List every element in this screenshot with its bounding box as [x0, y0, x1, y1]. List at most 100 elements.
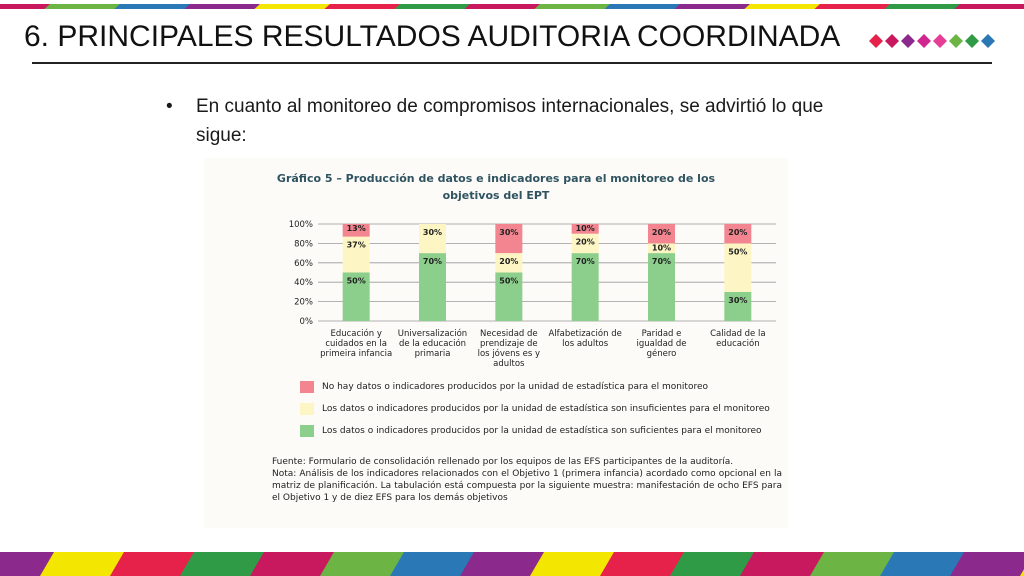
bar-data-label: 10% — [652, 243, 671, 252]
bar-data-label: 30% — [423, 228, 442, 237]
legend-swatch — [300, 403, 314, 415]
diamond-icon — [917, 34, 931, 48]
figure-title-line1: Gráfico 5 – Producción de datos e indica… — [276, 172, 716, 185]
x-category-label: género — [647, 348, 677, 359]
bar-data-label: 20% — [652, 228, 671, 237]
stripe-segment — [394, 4, 472, 9]
figure-source: Fuente: Formulario de consolidación rell… — [272, 457, 734, 467]
stripe-segment — [44, 4, 122, 9]
stripe-segment — [740, 552, 826, 576]
x-category-label: primeira infancia — [320, 349, 392, 359]
scanned-figure: Gráfico 5 – Producción de datos e indica… — [204, 158, 788, 528]
diamond-icon — [981, 34, 995, 48]
stripe-segment — [320, 552, 406, 576]
bar-data-label: 30% — [499, 228, 518, 237]
y-tick-label: 80% — [294, 239, 313, 249]
bullet-icon: • — [166, 96, 173, 117]
bar-segment — [724, 291, 752, 321]
x-category-label: igualdad de — [636, 339, 686, 349]
diamond-icon — [901, 34, 915, 48]
bar-data-label: 30% — [728, 296, 747, 305]
stripe-segment — [670, 552, 756, 576]
stripe-segment — [0, 552, 56, 576]
x-category-label: Paridad e — [642, 329, 682, 339]
x-category-label: Necesidad de — [480, 329, 538, 339]
slide-title: 6. PRINCIPALES RESULTADOS AUDITORIA COOR… — [24, 20, 841, 53]
bar-segment — [571, 233, 599, 254]
stripe-segment — [180, 552, 266, 576]
stripe-segment — [460, 552, 546, 576]
bar-data-label: 70% — [423, 257, 442, 266]
legend-item: No hay datos o indicadores producidos po… — [300, 380, 770, 396]
figure-title-line2: objetivos del EPT — [442, 189, 550, 202]
diamond-icon — [869, 34, 883, 48]
stripe-segment — [184, 4, 262, 9]
stripe-segment — [880, 552, 966, 576]
legend-label: Los datos o indicadores producidos por l… — [322, 426, 762, 436]
stripe-segment — [530, 552, 616, 576]
bar-segment — [495, 272, 523, 321]
stripe-segment — [954, 4, 1024, 9]
stacked-bar-chart: 0% 20% 40% 60% 80% 100% 50% 37% 13% Educación ycu… — [289, 220, 776, 369]
stripe-segment — [110, 552, 196, 576]
diamond-icon — [965, 34, 979, 48]
x-category-label: adultos — [493, 359, 525, 369]
bullet-text: En cuanto al monitoreo de compromisos in… — [196, 96, 824, 146]
legend-label: No hay datos o indicadores producidos po… — [322, 382, 708, 392]
stripe-segment — [250, 552, 336, 576]
bar-data-label: 37% — [347, 241, 366, 250]
x-category-label: de la educación — [399, 338, 466, 349]
bar-data-label: 50% — [347, 277, 366, 286]
stripe-segment — [810, 552, 896, 576]
diamond-icon — [885, 34, 899, 48]
top-color-stripe — [0, 0, 1024, 9]
y-tick-label: 20% — [294, 298, 313, 308]
bar-data-label: 13% — [347, 224, 366, 233]
stripe-segment — [254, 4, 332, 9]
bar-segment — [724, 243, 752, 292]
diamond-icon — [949, 34, 963, 48]
stripe-segment — [40, 552, 126, 576]
bar-data-label: 50% — [499, 277, 518, 286]
bottom-color-stripe — [0, 552, 1024, 576]
y-tick-label: 100% — [289, 220, 313, 230]
figure-note: Nota: Análisis de los indicadores relaci… — [272, 469, 782, 503]
x-category-label: los jóvens es y — [478, 348, 540, 359]
stripe-segment — [744, 4, 822, 9]
x-category-label: primaria — [415, 349, 451, 359]
x-category-label: prendizaje de — [480, 339, 538, 349]
bar-segment — [571, 253, 599, 321]
bar-segment — [571, 224, 599, 234]
y-tick-label: 40% — [294, 278, 313, 288]
stripe-segment — [324, 4, 402, 9]
bar-data-label: 20% — [576, 238, 595, 247]
bar-segment — [342, 236, 370, 273]
legend-swatch — [300, 425, 314, 437]
y-tick-label: 0% — [300, 317, 314, 327]
bar-segment — [419, 224, 446, 254]
x-category-label: Alfabetización de — [549, 328, 622, 339]
bar-segment — [495, 253, 523, 273]
legend-swatch — [300, 381, 314, 393]
stripe-segment — [464, 4, 542, 9]
x-category-label: Universalización — [398, 328, 467, 339]
x-category-label: Educación y — [330, 328, 381, 339]
stripe-segment — [674, 4, 752, 9]
legend-item: Los datos o indicadores producidos por l… — [300, 402, 770, 418]
bar-data-label: 70% — [652, 257, 671, 266]
figure-title: Gráfico 5 – Producción de datos e indica… — [204, 170, 788, 204]
decorative-diamonds-icon — [869, 34, 995, 48]
legend-label: Los datos o indicadores producidos por l… — [322, 404, 770, 414]
bar-data-label: 50% — [728, 247, 747, 256]
stripe-segment — [950, 552, 1024, 576]
x-category-label: los adultos — [562, 339, 609, 349]
x-category-label: educación — [716, 338, 760, 349]
stripe-segment — [0, 4, 52, 9]
stripe-segment — [114, 4, 192, 9]
bar-segment — [419, 253, 446, 321]
bar-segment — [648, 243, 675, 254]
bar-data-label: 20% — [499, 257, 518, 266]
title-divider — [32, 62, 992, 64]
bar-data-label: 70% — [576, 257, 595, 266]
legend-item: Los datos o indicadores producidos por l… — [300, 424, 770, 440]
